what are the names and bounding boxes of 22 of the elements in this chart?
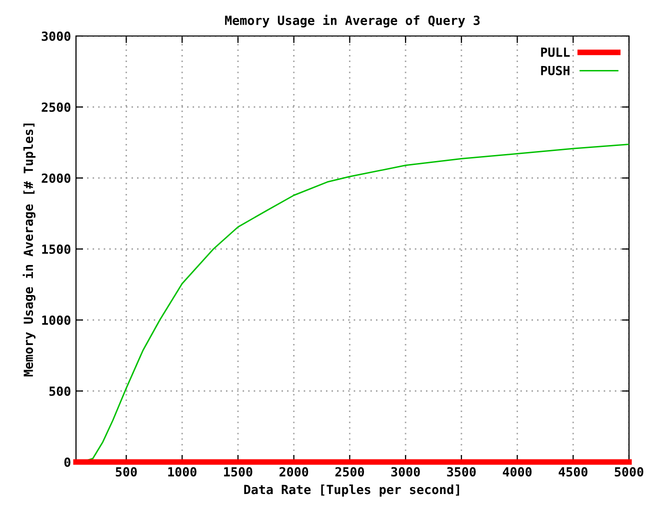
x-tick-label: 1000 [168,467,196,477]
x-tick-label: 1500 [224,467,252,477]
x-tick-label: 3000 [391,467,420,477]
x-tick-label: 500 [116,467,137,477]
x-tick-label: 3500 [447,467,476,477]
x-tick-label: 5000 [614,467,644,477]
y-tick-label: 3000 [42,31,70,41]
y-axis-title: Memory Usage in Average [# Tuples] [22,124,36,376]
y-tick-label: 1000 [42,315,70,325]
y-tick-label: 0 [64,457,70,467]
legend-label: PUSH [541,66,570,76]
x-tick-label: 4000 [502,467,532,477]
x-tick-label: 4500 [558,467,588,477]
chart-title: Memory Usage in Average of Query 3 [225,14,480,28]
x-tick-label: 2500 [335,467,364,477]
y-tick-label: 2000 [42,173,70,183]
y-tick-label: 2500 [42,102,70,112]
y-tick-label: 500 [49,386,70,396]
x-tick-label: 2000 [280,467,308,477]
x-axis-title: Data Rate [Tuples per second] [244,484,460,497]
legend-label: PULL [541,48,570,57]
y-tick-label: 1500 [42,244,70,254]
